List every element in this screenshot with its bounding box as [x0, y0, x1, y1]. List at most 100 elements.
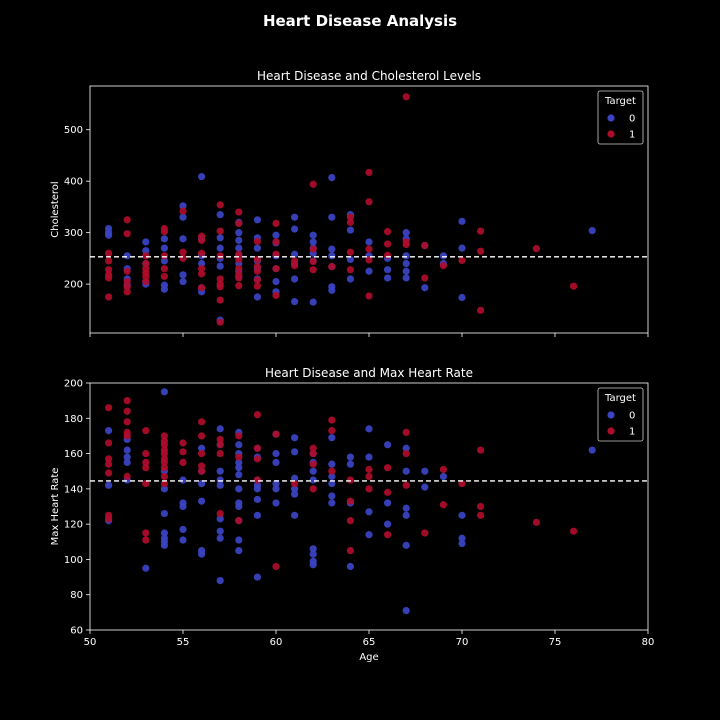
data-point-target-1: [272, 250, 280, 258]
data-point-target-1: [477, 502, 485, 511]
data-point-target-0: [291, 250, 299, 258]
data-point-target-0: [179, 476, 187, 484]
y-tick-label: 180: [64, 414, 83, 425]
data-point-target-0: [328, 499, 336, 507]
x-tick-label: 55: [177, 637, 190, 648]
data-point-target-0: [384, 520, 392, 528]
data-point-target-1: [439, 261, 447, 270]
data-point-target-1: [384, 240, 392, 248]
data-point-target-0: [328, 460, 336, 468]
data-point-target-1: [384, 228, 392, 236]
data-point-target-0: [365, 267, 373, 275]
data-point-target-1: [402, 449, 410, 458]
data-point-target-0: [328, 245, 336, 253]
data-point-target-0: [216, 262, 224, 270]
data-point-target-1: [105, 469, 113, 477]
y-tick-label: 140: [64, 484, 83, 495]
data-point-target-0: [253, 485, 261, 493]
data-point-target-1: [477, 446, 485, 454]
data-point-target-1: [142, 464, 150, 472]
data-point-target-1: [253, 411, 261, 419]
data-point-target-1: [272, 219, 280, 227]
data-point-target-0: [235, 458, 243, 466]
data-point-target-1: [346, 497, 354, 505]
data-point-target-1: [421, 274, 429, 282]
data-point-target-1: [253, 476, 261, 484]
y-tick-label: 200: [64, 280, 83, 291]
data-point-target-0: [365, 453, 373, 461]
data-point-target-1: [160, 479, 168, 488]
data-point-target-0: [291, 490, 299, 498]
data-point-target-1: [365, 465, 373, 474]
data-point-target-0: [179, 235, 187, 243]
data-point-target-0: [179, 502, 187, 511]
data-point-target-1: [198, 467, 206, 475]
data-point-target-1: [198, 449, 206, 458]
data-point-target-0: [291, 485, 299, 493]
data-point-target-0: [235, 236, 243, 244]
data-point-target-0: [253, 216, 261, 224]
data-point-target-1: [123, 216, 131, 224]
data-point-target-1: [123, 230, 131, 238]
data-point-target-1: [346, 266, 354, 274]
data-point-target-0: [402, 467, 410, 475]
data-point-target-0: [253, 573, 261, 581]
data-point-target-1: [253, 267, 261, 275]
data-point-target-1: [142, 272, 150, 280]
x-tick-label: 50: [84, 637, 97, 648]
data-point-target-0: [291, 298, 299, 306]
chart-title: Heart Disease and Cholesterol Levels: [257, 69, 481, 83]
legend-entry-label: 0: [629, 411, 635, 422]
data-point-target-1: [384, 531, 392, 539]
series-target-1: [105, 397, 578, 571]
data-point-target-0: [272, 479, 280, 488]
data-point-target-0: [216, 515, 224, 523]
data-point-target-1: [346, 248, 354, 256]
data-point-target-1: [291, 479, 299, 488]
legend-entry-label: 1: [629, 130, 635, 141]
x-axis-label: Age: [359, 652, 378, 663]
data-point-target-0: [160, 509, 168, 518]
data-point-target-1: [105, 266, 113, 274]
legend-box: [597, 90, 644, 145]
data-point-target-1: [402, 240, 410, 249]
data-point-target-1: [365, 198, 373, 206]
legend-entry-label: 1: [629, 427, 635, 438]
data-point-target-0: [142, 238, 150, 246]
legend: Target 0 1: [597, 387, 644, 442]
data-point-target-0: [402, 229, 410, 237]
data-point-target-0: [309, 238, 317, 246]
data-point-target-1: [123, 267, 131, 275]
y-axis-label: Cholesterol: [50, 181, 61, 237]
data-point-target-1: [570, 282, 578, 290]
data-point-target-0: [160, 257, 168, 265]
y-tick-label: 160: [64, 449, 83, 460]
y-tick-label: 60: [70, 626, 83, 637]
data-point-target-1: [105, 439, 113, 447]
data-point-target-0: [328, 286, 336, 294]
data-point-target-1: [253, 276, 261, 284]
data-point-target-0: [291, 213, 299, 221]
data-point-target-1: [309, 444, 317, 452]
data-point-target-0: [346, 255, 354, 264]
data-point-target-0: [384, 499, 392, 507]
data-point-target-0: [160, 485, 168, 493]
data-point-target-0: [123, 252, 131, 260]
data-point-target-1: [235, 208, 243, 216]
data-point-target-1: [198, 236, 206, 244]
data-point-target-1: [216, 441, 224, 449]
data-point-target-0: [458, 293, 466, 302]
data-point-target-1: [235, 432, 243, 440]
data-point-target-0: [142, 247, 150, 255]
data-point-target-0: [235, 485, 243, 493]
data-point-target-0: [235, 547, 243, 555]
series-target-1: [105, 93, 578, 326]
data-point-target-1: [458, 256, 466, 265]
data-point-target-0: [198, 172, 206, 181]
data-point-target-1: [216, 435, 224, 444]
data-point-target-1: [384, 464, 392, 472]
data-point-target-1: [142, 449, 150, 458]
data-point-target-0: [253, 495, 261, 504]
data-point-target-1: [272, 238, 280, 246]
